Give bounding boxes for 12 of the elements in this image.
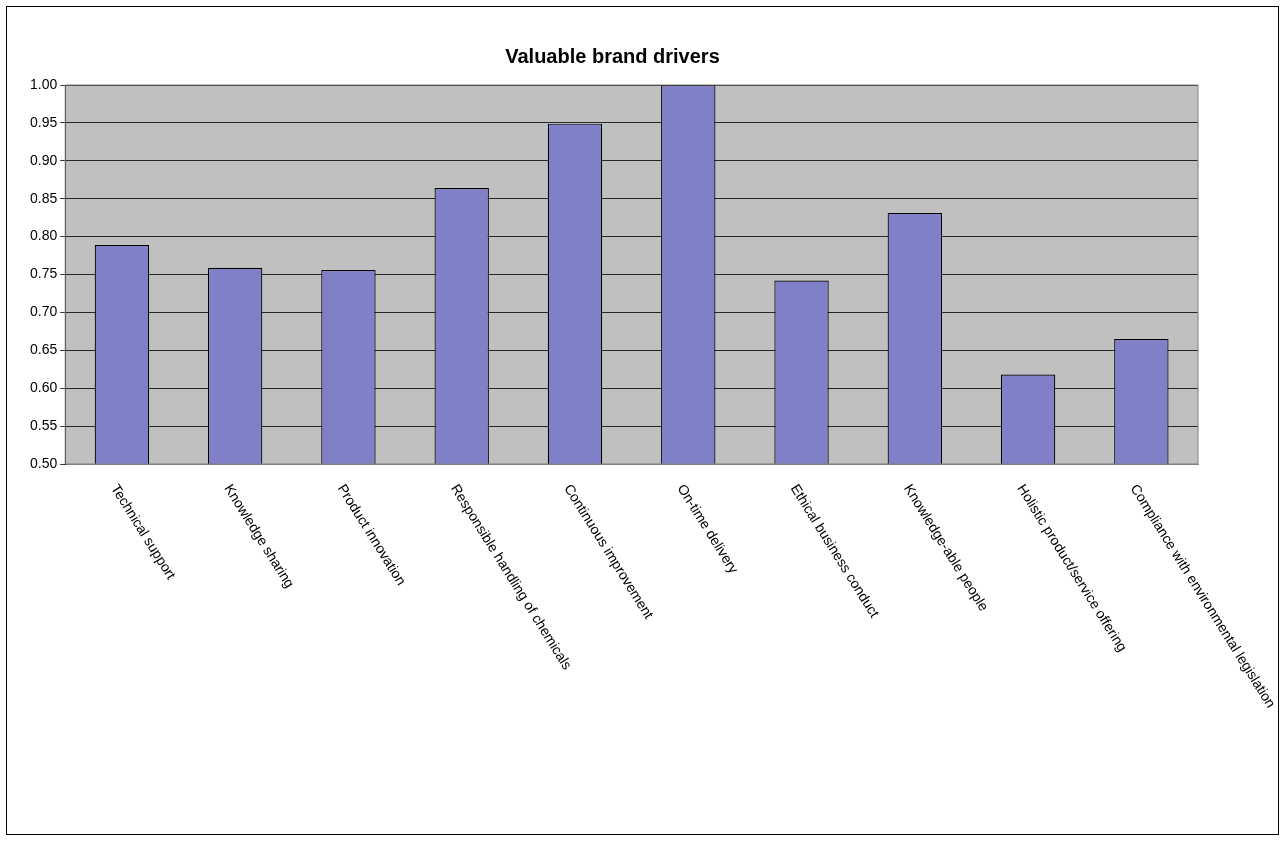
y-tick-label: 1.00 bbox=[30, 75, 58, 92]
y-tick-label: 0.90 bbox=[30, 151, 58, 168]
y-tick-label: 0.80 bbox=[30, 227, 58, 244]
y-tick-label: 0.55 bbox=[30, 416, 58, 433]
y-tick-label: 0.85 bbox=[30, 189, 58, 206]
y-tick-label: 0.75 bbox=[30, 265, 58, 282]
y-tick-label: 0.70 bbox=[30, 303, 58, 320]
y-tick-label: 0.65 bbox=[30, 341, 58, 358]
y-tick-label: 0.95 bbox=[30, 113, 58, 130]
y-tick-label: 0.50 bbox=[30, 454, 58, 471]
chart-title: Valuable brand drivers bbox=[505, 44, 720, 67]
y-tick-label: 0.60 bbox=[30, 379, 58, 396]
